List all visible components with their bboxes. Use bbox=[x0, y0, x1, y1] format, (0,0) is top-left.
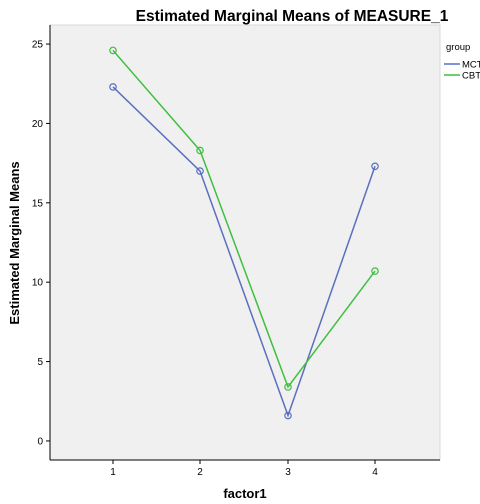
y-axis-ticks: 0 5 10 15 20 25 bbox=[32, 40, 50, 447]
y-tick-label: 0 bbox=[37, 436, 43, 447]
x-tick-label: 1 bbox=[110, 467, 116, 478]
y-tick-label: 10 bbox=[32, 278, 44, 289]
data-point-mct bbox=[109, 83, 117, 91]
y-axis-label: Estimated Marginal Means bbox=[7, 161, 22, 324]
data-point-cbt bbox=[371, 267, 379, 275]
legend-title: group bbox=[446, 42, 470, 53]
data-point-cbt bbox=[109, 46, 117, 55]
legend-label-cbt: CBT bbox=[462, 71, 480, 82]
legend-label-mct: MCT bbox=[462, 60, 480, 71]
x-tick-label: 4 bbox=[372, 467, 378, 478]
data-point-cbt bbox=[284, 383, 292, 391]
y-tick-label: 15 bbox=[32, 198, 44, 209]
x-axis-ticks: 1 2 3 4 bbox=[110, 460, 378, 478]
series-line-mct bbox=[112, 86, 376, 418]
plot-area bbox=[49, 24, 441, 461]
x-axis-label: factor1 bbox=[223, 486, 266, 501]
y-tick-label: 25 bbox=[32, 40, 44, 51]
series-layer bbox=[109, 46, 379, 420]
x-tick-label: 2 bbox=[197, 467, 203, 478]
data-point-mct bbox=[284, 411, 292, 420]
data-point-mct bbox=[371, 162, 379, 171]
y-tick-label: 5 bbox=[37, 357, 43, 368]
data-point-cbt bbox=[196, 146, 204, 155]
x-tick-label: 3 bbox=[285, 467, 291, 478]
series-line-cbt bbox=[112, 49, 376, 389]
y-tick-label: 20 bbox=[32, 119, 44, 130]
chart-title: Estimated Marginal Means of MEASURE_1 bbox=[136, 8, 449, 25]
data-point-mct bbox=[196, 167, 204, 175]
